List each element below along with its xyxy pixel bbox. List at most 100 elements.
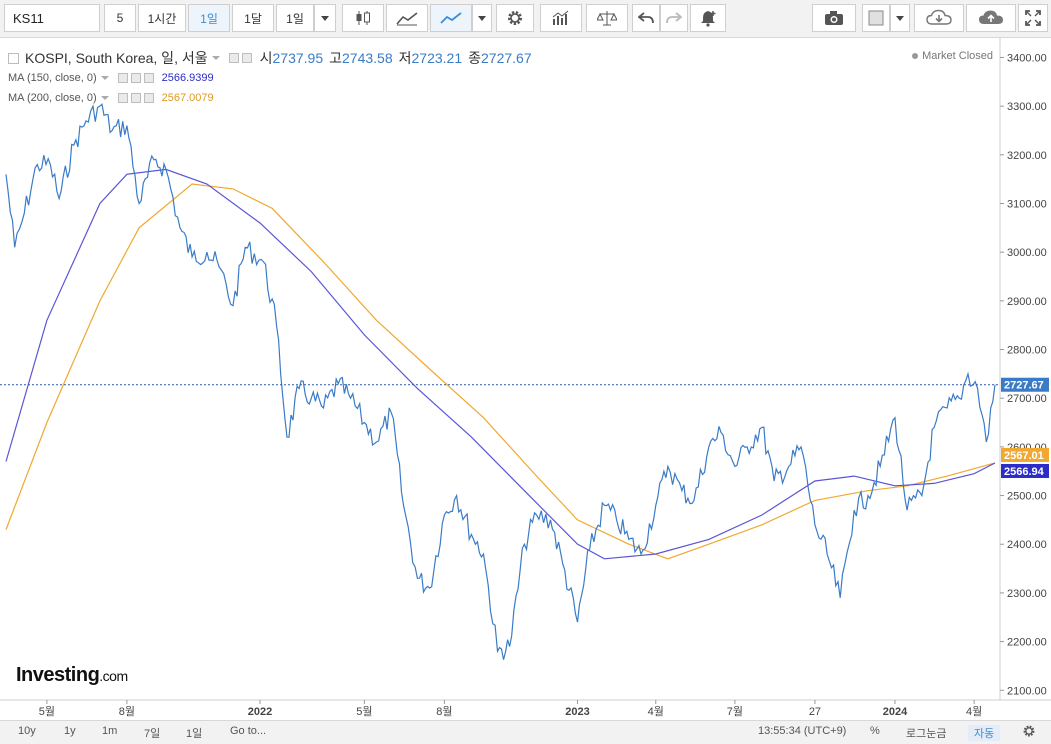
log-scale-button[interactable]: 로그눈금: [906, 728, 947, 740]
range-1y-button[interactable]: 1y: [64, 725, 76, 737]
chevron-down-icon[interactable]: [211, 56, 220, 60]
interval-number-button[interactable]: 5: [104, 4, 136, 32]
save-chart-button[interactable]: [966, 4, 1016, 32]
balance-icon: [597, 11, 617, 26]
y-tick-label: 3100.00: [1007, 199, 1047, 211]
y-tick-label: 3400.00: [1007, 52, 1047, 64]
interval-dropdown-button[interactable]: [314, 4, 336, 32]
price-line: [5, 103, 996, 660]
eye-icon[interactable]: [117, 93, 128, 103]
x-tick-label: 2023: [565, 706, 589, 718]
instrument-name: KOSPI, South Korea, 일, 서울: [25, 50, 208, 66]
goto-button[interactable]: Go to...: [230, 725, 267, 737]
eye-icon[interactable]: [228, 53, 239, 63]
y-tick-label: 3000.00: [1007, 247, 1047, 259]
y-tick-label: 3200.00: [1007, 150, 1047, 162]
last-price-tag-bg: [1001, 377, 1049, 392]
x-tick-label: 7월: [727, 705, 743, 718]
market-status-text: Market Closed: [922, 50, 993, 62]
auto-scale-button[interactable]: 자동: [968, 725, 1001, 741]
gear-icon: [1023, 725, 1035, 737]
x-tick-label: 2022: [248, 706, 272, 718]
ma150-tag: 2566.94: [1004, 466, 1045, 478]
chart-legend: KOSPI, South Korea, 일, 서울 시 2737.95 고 27…: [8, 48, 538, 108]
close-label: 종: [468, 50, 481, 66]
close-icon[interactable]: [143, 93, 154, 103]
x-tick-label: 2024: [883, 706, 908, 718]
alert-button[interactable]: [690, 4, 726, 32]
x-tick-label: 27: [809, 706, 821, 718]
y-tick-label: 2200.00: [1007, 637, 1047, 649]
chart-type-dropdown[interactable]: [472, 4, 492, 32]
top-toolbar: KS11 5 1시간 1일 1달 1일: [0, 0, 1051, 38]
range-7d-button[interactable]: 7일: [144, 728, 161, 740]
y-tick-label: 2900.00: [1007, 296, 1047, 308]
interval-1m-button[interactable]: 1달: [232, 4, 274, 32]
ma200-legend-row: MA (200, close, 0) 2567.0079: [8, 88, 538, 108]
chevron-down-icon[interactable]: [100, 96, 109, 100]
collapse-icon[interactable]: [8, 52, 19, 64]
ma200-label: MA (200, close, 0): [8, 92, 97, 104]
redo-button[interactable]: [660, 4, 688, 32]
x-tick-label: 4월: [648, 705, 664, 718]
chart-area[interactable]: 2100.00 2200.00 2300.00 2400.00 2500.00 2600.…: [0, 38, 1051, 720]
range-1m-button[interactable]: 1m: [102, 725, 118, 737]
line-chart-button[interactable]: [430, 4, 472, 32]
clock-time: 13:55:34 (UTC+9): [758, 725, 847, 737]
candlestick-icon: [356, 11, 370, 25]
symbol-input[interactable]: KS11: [4, 4, 100, 32]
price-chart[interactable]: 2100.002200.002300.002400.002500.002600.…: [0, 38, 1051, 720]
ma200-value: 2567.0079: [161, 92, 214, 104]
gear-icon[interactable]: [241, 53, 252, 63]
ma200-line: [5, 183, 996, 560]
chevron-down-icon: [896, 15, 904, 21]
snapshot-button[interactable]: [812, 4, 856, 32]
ma150-tag-bg: [1001, 463, 1049, 478]
interval-dropdown-value[interactable]: 1일: [276, 4, 314, 32]
status-dot-icon: [912, 53, 919, 60]
indicators-icon: [552, 10, 569, 25]
range-10y-button[interactable]: 10y: [18, 725, 36, 737]
ma150-legend-row: MA (150, close, 0) 2566.9399: [8, 68, 538, 88]
gear-icon[interactable]: [130, 73, 141, 83]
fullscreen-button[interactable]: [1018, 4, 1048, 32]
main-legend-row: KOSPI, South Korea, 일, 서울 시 2737.95 고 27…: [8, 48, 538, 68]
interval-1d-button[interactable]: 1일: [188, 4, 230, 32]
compare-button[interactable]: [586, 4, 628, 32]
cloud-upload-icon: [979, 10, 1003, 24]
mountain-chart-button[interactable]: [386, 4, 428, 32]
last-price-tag: 2727.67: [1004, 380, 1044, 392]
range-1d-button[interactable]: 1일: [186, 728, 203, 740]
layout-button[interactable]: [862, 4, 890, 32]
ma200-tag: 2567.01: [1004, 450, 1044, 462]
chevron-down-icon[interactable]: [100, 76, 109, 80]
percent-button[interactable]: %: [870, 725, 880, 737]
square-icon: [868, 10, 884, 26]
y-tick-label: 2300.00: [1007, 588, 1047, 600]
high-value: 2743.58: [342, 50, 393, 66]
x-tick-label: 8월: [119, 705, 135, 718]
candlestick-button[interactable]: [342, 4, 384, 32]
x-tick-label: 5월: [39, 705, 55, 718]
layout-dropdown[interactable]: [890, 4, 910, 32]
settings-button[interactable]: [496, 4, 534, 32]
ma200-tag-bg: [1001, 447, 1049, 462]
ma150-value: 2566.9399: [161, 72, 214, 84]
y-tick-label: 3300.00: [1007, 101, 1047, 113]
y-tick-label: 2500.00: [1007, 491, 1047, 503]
eye-icon[interactable]: [117, 73, 128, 83]
load-chart-button[interactable]: [914, 4, 964, 32]
gear-icon[interactable]: [130, 93, 141, 103]
y-tick-label: 2100.00: [1007, 685, 1047, 697]
bottom-settings-button[interactable]: [1022, 724, 1036, 741]
close-icon[interactable]: [143, 73, 154, 83]
alert-icon: [701, 11, 716, 27]
mountain-icon: [396, 12, 418, 26]
bottom-bar: 10y 1y 1m 7일 1일 Go to... 13:55:34 (UTC+9…: [0, 720, 1051, 744]
ma150-line: [5, 168, 996, 560]
line-icon: [440, 12, 462, 24]
undo-button[interactable]: [632, 4, 660, 32]
interval-1h-button[interactable]: 1시간: [138, 4, 186, 32]
redo-icon: [666, 12, 682, 24]
indicators-button[interactable]: [540, 4, 582, 32]
